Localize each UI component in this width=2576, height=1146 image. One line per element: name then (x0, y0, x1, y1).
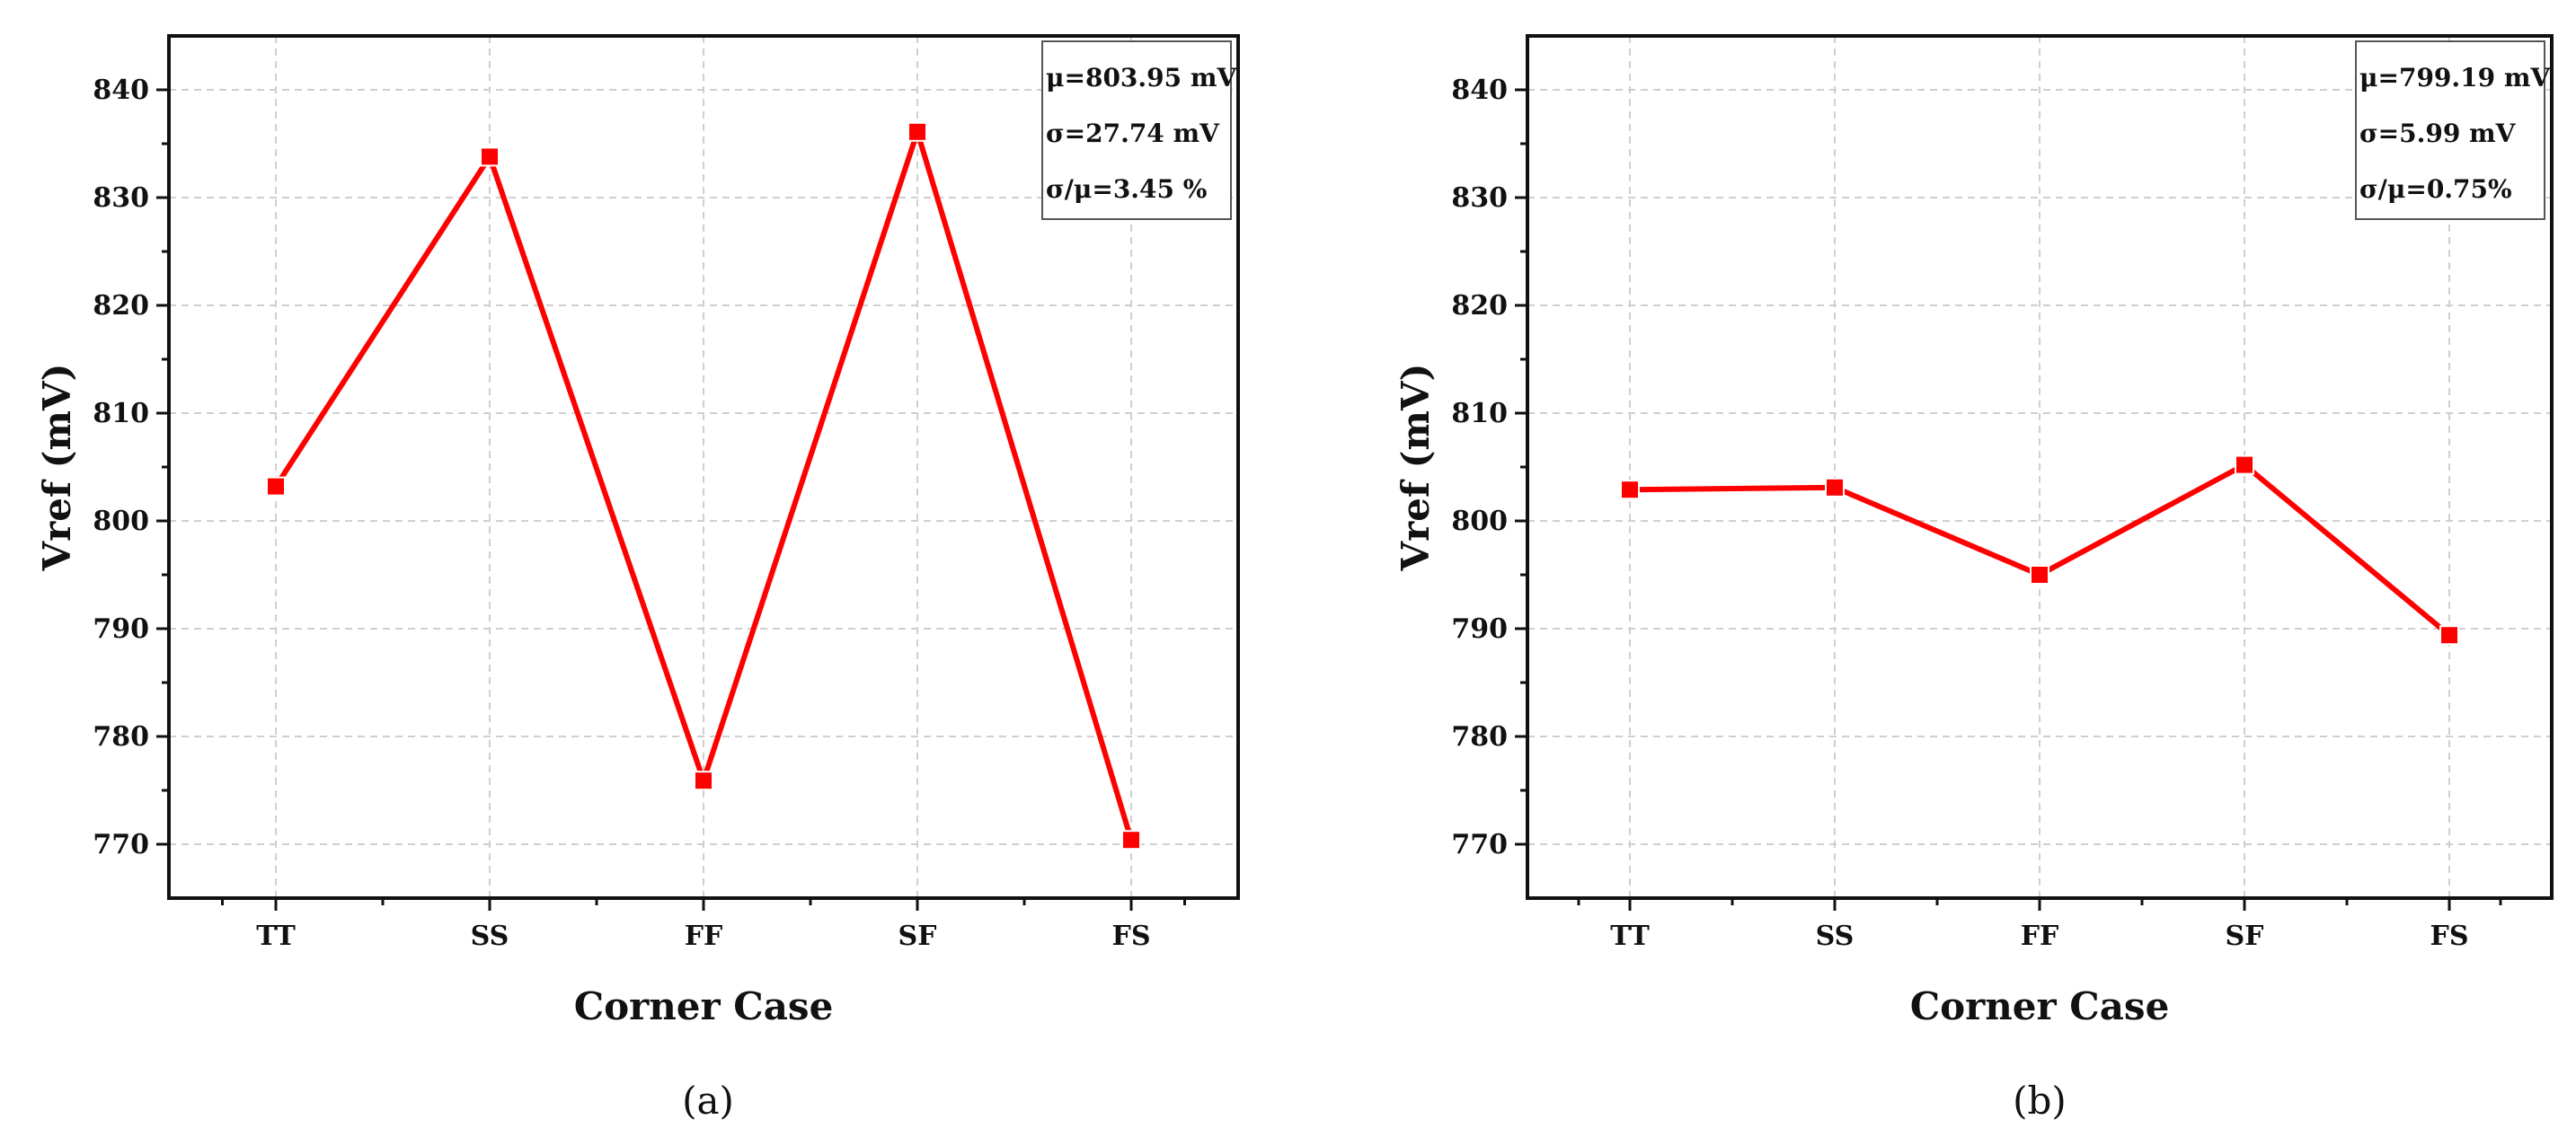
x-tick-label: SS (471, 921, 509, 952)
y-tick-label: 840 (93, 75, 149, 106)
y-tick-label: 780 (93, 721, 149, 753)
x-tick-label: SF (899, 921, 937, 952)
stats-box (1041, 40, 1232, 220)
stats-line: σ=5.99 mV (2359, 119, 2517, 148)
y-tick-label: 790 (93, 613, 149, 645)
x-axis-title: Corner Case (574, 984, 834, 1028)
data-point-marker (694, 771, 713, 791)
data-point-marker (2439, 625, 2459, 646)
y-axis-title: Vref (mV) (1394, 364, 1438, 572)
stats-line: σ/μ=0.75% (2359, 174, 2512, 204)
y-tick-label: 800 (93, 506, 149, 537)
data-point-marker (2030, 565, 2049, 585)
x-tick-label: FS (1112, 921, 1151, 952)
y-axis-title: Vref (mV) (35, 364, 79, 572)
data-point-marker (907, 121, 927, 142)
y-tick-label: 790 (1451, 613, 1508, 645)
x-tick-label: SS (1816, 921, 1855, 952)
y-tick-label: 820 (1451, 290, 1508, 322)
y-tick-label: 830 (93, 182, 149, 214)
y-tick-label: 840 (1451, 75, 1508, 106)
y-tick-label: 810 (93, 398, 149, 429)
data-point-marker (1121, 830, 1141, 851)
data-point-marker (2235, 454, 2254, 475)
x-tick-label: TT (256, 921, 296, 952)
x-axis-title: Corner Case (1910, 984, 2170, 1028)
stats-line: μ=803.95 mV (1046, 63, 1237, 93)
panel-label: (b) (2013, 1079, 2067, 1123)
stats-box (2355, 40, 2545, 220)
x-tick-label: FS (2430, 921, 2469, 952)
data-point-marker (1620, 480, 1640, 500)
y-tick-label: 830 (1451, 182, 1508, 214)
x-tick-label: TT (1610, 921, 1650, 952)
stats-line: σ=27.74 mV (1046, 119, 1220, 148)
y-tick-label: 780 (1451, 721, 1508, 753)
y-tick-label: 800 (1451, 506, 1508, 537)
data-point-marker (1825, 477, 1845, 498)
x-tick-label: FF (685, 921, 723, 952)
chart-panel-a: 770 780 790 800 810 820 830 840 TT SS FF SF FS Corner… (35, 34, 1240, 1123)
y-tick-label: 810 (1451, 398, 1508, 429)
stats-line: σ/μ=3.45 % (1046, 174, 1207, 204)
panel-label: (a) (682, 1079, 734, 1123)
stats-line: μ=799.19 mV (2359, 63, 2551, 93)
data-point-marker (480, 146, 500, 167)
chart-panel-b: 770 780 790 800 810 820 830 840 TT SS FF SF FS Corner… (1394, 34, 2554, 1123)
data-point-marker (266, 476, 286, 497)
x-tick-label: SF (2226, 921, 2264, 952)
y-tick-label: 820 (93, 290, 149, 322)
y-tick-label: 770 (93, 829, 149, 860)
x-tick-label: FF (2021, 921, 2059, 952)
y-tick-label: 770 (1451, 829, 1508, 860)
